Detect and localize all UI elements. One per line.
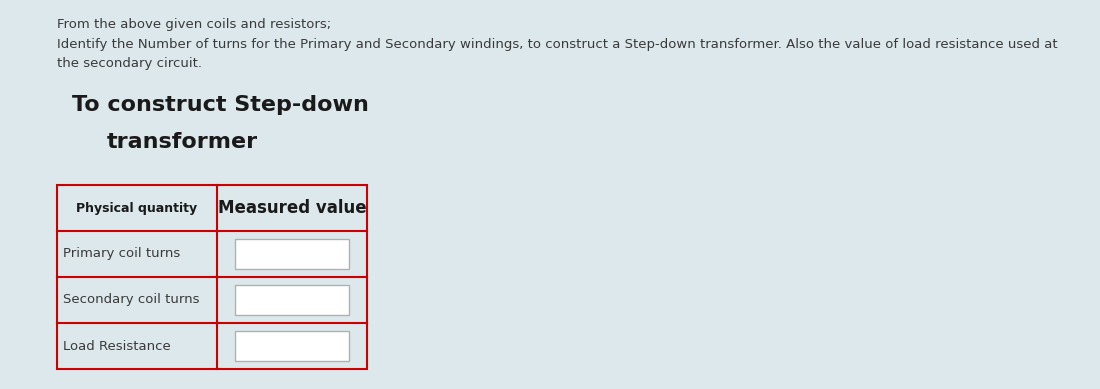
Text: Physical quantity: Physical quantity [76,202,198,214]
Text: Identify the Number of turns for the Primary and Secondary windings, to construc: Identify the Number of turns for the Pri… [57,38,1057,51]
Text: the secondary circuit.: the secondary circuit. [57,57,202,70]
Text: Primary coil turns: Primary coil turns [63,247,180,261]
Text: Load Resistance: Load Resistance [63,340,170,352]
Text: Secondary coil turns: Secondary coil turns [63,293,199,307]
Text: transformer: transformer [107,132,258,152]
Bar [235,331,349,361]
Text: From the above given coils and resistors;: From the above given coils and resistors… [57,18,331,31]
Text: To construct Step-down: To construct Step-down [72,95,368,115]
Text: Measured value: Measured value [218,199,366,217]
Bar [235,285,349,315]
Bar [235,239,349,269]
Bar [57,185,367,369]
